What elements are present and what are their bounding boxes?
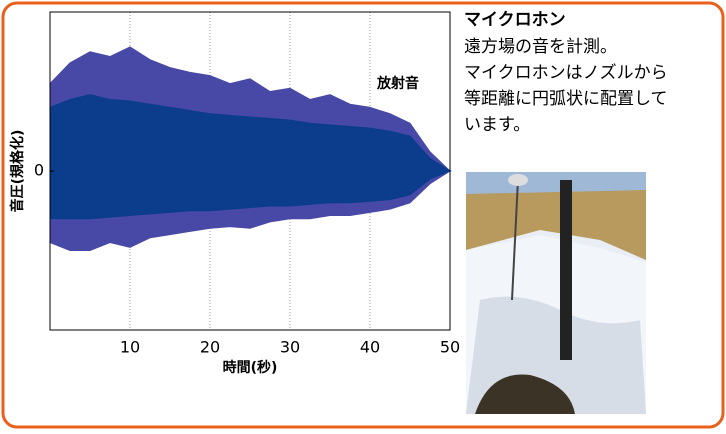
x-tick-label: 20 — [200, 338, 220, 357]
y-axis-label: 音圧(規格化) — [9, 130, 26, 213]
x-tick-label: 10 — [120, 338, 140, 357]
y-tick-label: 0 — [34, 161, 44, 180]
panel-text: 等距離に円弧状に配置して — [464, 89, 668, 109]
panel-text: 遠方場の音を計測。 — [464, 37, 617, 57]
panel-title: マイクロホン — [464, 10, 566, 30]
annotation: 放射音 — [376, 75, 419, 92]
photo — [466, 172, 646, 414]
x-tick-label: 50 — [440, 338, 460, 357]
panel-text: マイクロホンはノズルから — [464, 63, 668, 83]
x-tick-label: 30 — [280, 338, 300, 357]
panel-text: います。 — [464, 115, 530, 135]
x-axis-label: 時間(秒) — [223, 359, 278, 376]
page: 時間(秒) 音圧(規格化) 放射音 マイクロホン 遠方場の音を計測。 マイクロホ… — [0, 0, 726, 430]
x-tick-label: 40 — [360, 338, 380, 357]
